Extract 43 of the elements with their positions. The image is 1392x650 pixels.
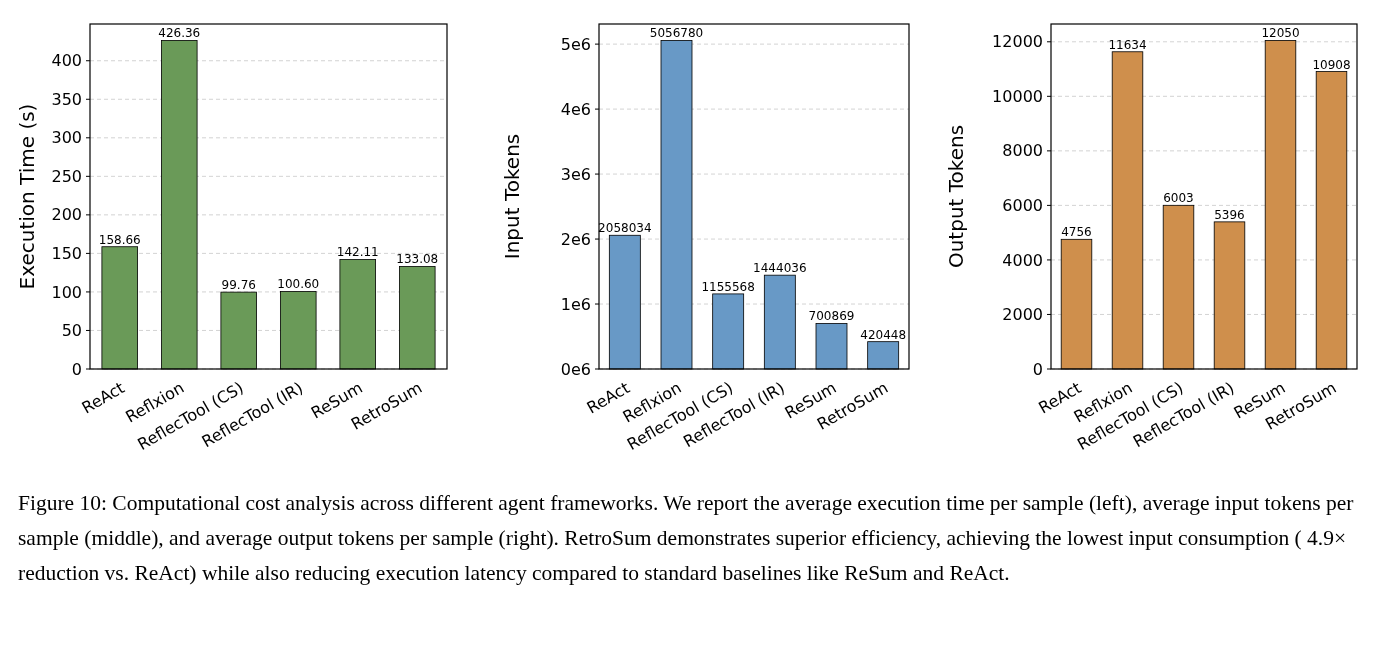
y-tick-label: 0: [1032, 359, 1043, 379]
y-tick-label: 3e6: [560, 164, 591, 184]
data-label: 4756: [1061, 225, 1092, 240]
data-label: 426.36: [158, 26, 201, 41]
data-label: 142.11: [336, 245, 379, 260]
data-label: 158.66: [98, 232, 141, 247]
y-tick-label: 2000: [1002, 305, 1043, 325]
y-tick-label: 200: [51, 205, 82, 225]
data-label: 99.76: [221, 278, 256, 293]
data-label: 1444036: [753, 261, 807, 276]
y-tick-label: 8000: [1002, 141, 1043, 161]
y-tick-label: 400: [51, 51, 82, 71]
y-tick-label: 250: [51, 166, 82, 186]
data-label: 12050: [1261, 26, 1300, 41]
y-tick-label: 350: [51, 89, 82, 109]
y-tick-label: 150: [51, 244, 82, 263]
data-label: 10908: [1312, 57, 1351, 72]
y-tick-label: 12000: [992, 32, 1043, 52]
y-axis-title: Execution Time (s): [15, 103, 39, 290]
y-tick-label: 100: [51, 282, 82, 302]
y-tick-label: 10000: [992, 86, 1043, 106]
data-label: 5056780: [649, 26, 704, 41]
y-tick-label: 2e6: [560, 229, 591, 249]
y-tick-label: 1e6: [560, 294, 591, 314]
y-tick-label: 4e6: [560, 99, 591, 119]
data-label: 11634: [1108, 37, 1147, 52]
y-tick-label: 6000: [1002, 196, 1043, 215]
data-label: 420448: [860, 327, 907, 342]
data-label: 5396: [1214, 207, 1245, 222]
y-axis-title: Input Tokens: [500, 133, 524, 260]
y-tick-label: 0e6: [560, 359, 591, 379]
data-label: 1155568: [701, 279, 755, 294]
y-tick-label: 5e6: [560, 34, 591, 54]
data-label: 133.08: [396, 252, 439, 267]
y-axis-title: Output Tokens: [944, 124, 968, 269]
y-tick-label: 4000: [1002, 250, 1043, 270]
data-label: 6003: [1163, 191, 1194, 206]
y-tick-label: 0: [71, 359, 82, 379]
data-label: 100.60: [277, 277, 320, 292]
y-tick-label: 300: [51, 128, 82, 148]
caption: Figure 10: Computational cost analysis across different agent frameworks. We report the average execution time per sample (left), average input tokens per sample (middle), and average output tokens per sample (right). RetroSum demonstrates superior efficiency, achieving the lowest input consumption ( 4.9× reduction vs. ReAct) while also reducing execution latency compared to standard baselines like ReSum and ReAct.: [18, 490, 1355, 587]
y-tick-label: 50: [61, 321, 82, 341]
data-label: 700869: [808, 309, 855, 324]
